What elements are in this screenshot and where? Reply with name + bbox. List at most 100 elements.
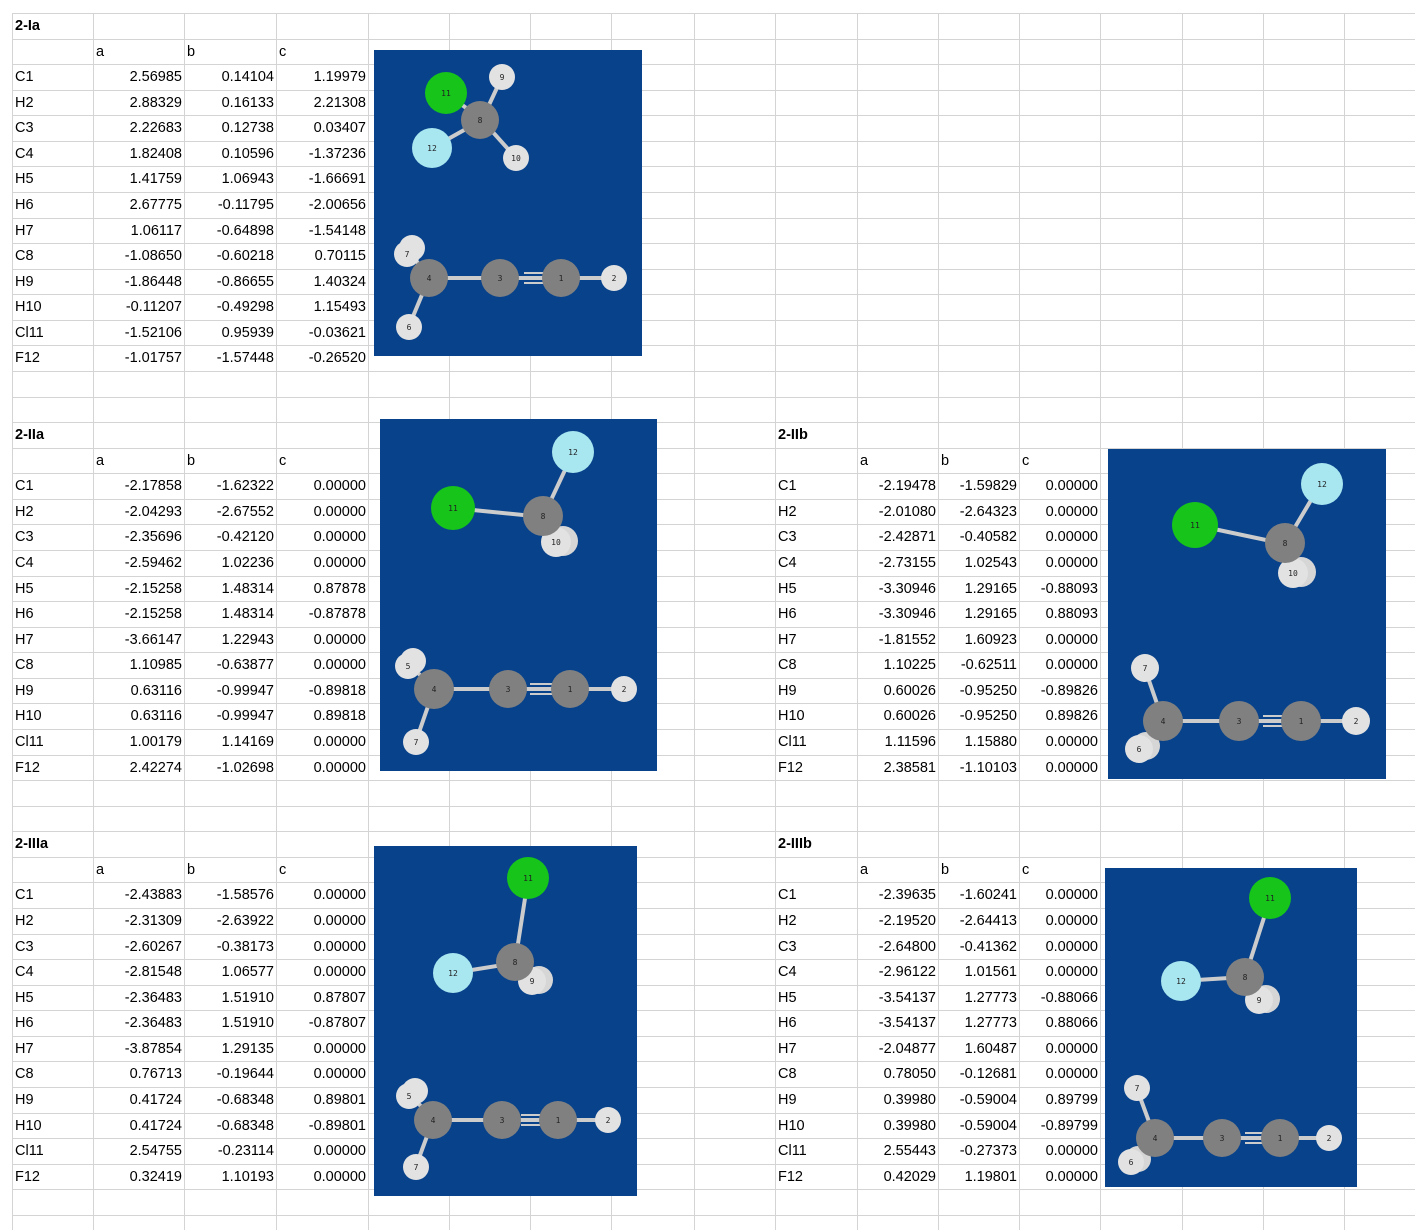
column-header[interactable]: c xyxy=(279,453,287,469)
coordinate-cell[interactable]: -0.42120 xyxy=(216,529,274,545)
coordinate-cell[interactable]: 1.01561 xyxy=(964,964,1017,980)
atom-label-cell[interactable]: Cl11 xyxy=(15,734,44,750)
coordinate-cell[interactable]: -1.52106 xyxy=(124,325,182,341)
coordinate-cell[interactable]: -0.27373 xyxy=(959,1143,1017,1159)
coordinate-cell[interactable]: 1.51910 xyxy=(221,1015,274,1031)
coordinate-cell[interactable]: -1.10103 xyxy=(959,760,1017,776)
coordinate-cell[interactable]: -2.04877 xyxy=(878,1041,936,1057)
coordinate-cell[interactable]: -2.73155 xyxy=(878,555,936,571)
column-header[interactable]: b xyxy=(941,862,950,878)
coordinate-cell[interactable]: -0.59004 xyxy=(959,1092,1017,1108)
coordinate-cell[interactable]: 0.89799 xyxy=(1045,1092,1098,1108)
atom-label-cell[interactable]: F12 xyxy=(778,760,803,776)
atom-label-cell[interactable]: C3 xyxy=(778,939,797,955)
column-header[interactable]: a xyxy=(96,453,105,469)
coordinate-cell[interactable]: 0.00000 xyxy=(313,478,366,494)
coordinate-cell[interactable]: 0.14104 xyxy=(221,69,274,85)
coordinate-cell[interactable]: 0.89826 xyxy=(1045,708,1098,724)
atom-label-cell[interactable]: F12 xyxy=(778,1169,803,1185)
coordinate-cell[interactable]: -0.68348 xyxy=(216,1118,274,1134)
block-title[interactable]: 2-IIIb xyxy=(778,836,812,852)
coordinate-cell[interactable]: 1.02236 xyxy=(221,555,274,571)
column-header[interactable]: c xyxy=(279,862,287,878)
coordinate-cell[interactable]: 0.00000 xyxy=(1045,913,1098,929)
coordinate-cell[interactable]: -2.15258 xyxy=(124,606,182,622)
coordinate-cell[interactable]: 2.42274 xyxy=(129,760,182,776)
coordinate-cell[interactable]: -2.42871 xyxy=(878,529,936,545)
coordinate-cell[interactable]: -1.01757 xyxy=(124,350,182,366)
coordinate-cell[interactable]: 1.27773 xyxy=(964,1015,1017,1031)
coordinate-cell[interactable]: -2.39635 xyxy=(878,887,936,903)
coordinate-cell[interactable]: 0.78050 xyxy=(883,1066,936,1082)
coordinate-cell[interactable]: -2.63922 xyxy=(216,913,274,929)
coordinate-cell[interactable]: -2.35696 xyxy=(124,529,182,545)
molecule-image-2-IIa[interactable]: 11 12 10 8 5 4 3 1 2 7 xyxy=(380,419,657,771)
block-title[interactable]: 2-Ia xyxy=(15,18,40,34)
atom-label-cell[interactable]: F12 xyxy=(15,760,40,776)
coordinate-cell[interactable]: -3.54137 xyxy=(878,1015,936,1031)
atom-label-cell[interactable]: C1 xyxy=(15,478,34,494)
coordinate-cell[interactable]: -0.62511 xyxy=(960,657,1017,673)
atom-label-cell[interactable]: H2 xyxy=(15,913,34,929)
coordinate-cell[interactable]: 0.00000 xyxy=(313,1169,366,1185)
atom-label-cell[interactable]: F12 xyxy=(15,350,40,366)
atom-label-cell[interactable]: C4 xyxy=(778,964,797,980)
column-header[interactable]: c xyxy=(1022,862,1030,878)
coordinate-cell[interactable]: 0.00000 xyxy=(313,529,366,545)
coordinate-cell[interactable]: -2.81548 xyxy=(124,964,182,980)
atom-label-cell[interactable]: C1 xyxy=(15,69,34,85)
coordinate-cell[interactable]: -3.30946 xyxy=(878,581,936,597)
coordinate-cell[interactable]: 0.00000 xyxy=(313,887,366,903)
atom-label-cell[interactable]: H5 xyxy=(15,581,34,597)
coordinate-cell[interactable]: -0.40582 xyxy=(959,529,1017,545)
atom-label-cell[interactable]: H2 xyxy=(778,504,797,520)
coordinate-cell[interactable]: -2.31309 xyxy=(124,913,182,929)
column-header[interactable]: a xyxy=(860,862,869,878)
coordinate-cell[interactable]: -0.38173 xyxy=(216,939,274,955)
coordinate-cell[interactable]: -2.43883 xyxy=(124,887,182,903)
coordinate-cell[interactable]: -0.68348 xyxy=(216,1092,274,1108)
coordinate-cell[interactable]: 0.12738 xyxy=(221,120,274,136)
coordinate-cell[interactable]: -0.89801 xyxy=(308,1118,366,1134)
column-header[interactable]: b xyxy=(187,44,196,60)
coordinate-cell[interactable]: 0.41724 xyxy=(129,1118,182,1134)
coordinate-cell[interactable]: -0.89826 xyxy=(1040,683,1098,699)
coordinate-cell[interactable]: -2.01080 xyxy=(878,504,936,520)
coordinate-cell[interactable]: 1.48314 xyxy=(221,581,274,597)
coordinate-cell[interactable]: 0.00000 xyxy=(313,1041,366,1057)
coordinate-cell[interactable]: 0.87807 xyxy=(313,990,366,1006)
coordinate-cell[interactable]: 2.67775 xyxy=(129,197,182,213)
atom-label-cell[interactable]: H5 xyxy=(15,171,34,187)
coordinate-cell[interactable]: 1.22943 xyxy=(221,632,274,648)
coordinate-cell[interactable]: 0.00000 xyxy=(1045,632,1098,648)
coordinate-cell[interactable]: -2.19478 xyxy=(878,478,936,494)
coordinate-cell[interactable]: -0.87807 xyxy=(308,1015,366,1031)
atom-label-cell[interactable]: C4 xyxy=(778,555,797,571)
molecule-image-2-IIIb[interactable]: 11 12 9 8 7 6 4 3 1 2 xyxy=(1105,868,1357,1187)
coordinate-cell[interactable]: -0.63877 xyxy=(216,657,274,673)
coordinate-cell[interactable]: 0.88066 xyxy=(1045,1015,1098,1031)
atom-label-cell[interactable]: H6 xyxy=(778,606,797,622)
coordinate-cell[interactable]: 1.82408 xyxy=(129,146,182,162)
atom-label-cell[interactable]: H7 xyxy=(778,632,797,648)
coordinate-cell[interactable]: 0.00000 xyxy=(1045,529,1098,545)
coordinate-cell[interactable]: -0.49298 xyxy=(216,299,274,315)
coordinate-cell[interactable]: 0.39980 xyxy=(883,1092,936,1108)
block-title[interactable]: 2-IIIa xyxy=(15,836,49,852)
coordinate-cell[interactable]: -0.12681 xyxy=(959,1066,1017,1082)
coordinate-cell[interactable]: 1.40324 xyxy=(313,274,366,290)
column-header[interactable]: b xyxy=(187,862,196,878)
coordinate-cell[interactable]: -1.62322 xyxy=(216,478,274,494)
coordinate-cell[interactable]: -0.64898 xyxy=(216,223,274,239)
coordinate-cell[interactable]: -2.04293 xyxy=(124,504,182,520)
atom-label-cell[interactable]: H5 xyxy=(15,990,34,1006)
coordinate-cell[interactable]: 0.00000 xyxy=(313,964,366,980)
atom-label-cell[interactable]: H7 xyxy=(15,1041,34,1057)
coordinate-cell[interactable]: 0.87878 xyxy=(313,581,366,597)
atom-label-cell[interactable]: H6 xyxy=(15,606,34,622)
atom-label-cell[interactable]: Cl11 xyxy=(15,1143,44,1159)
atom-label-cell[interactable]: H5 xyxy=(778,581,797,597)
column-header[interactable]: a xyxy=(860,453,869,469)
coordinate-cell[interactable]: 2.38581 xyxy=(883,760,936,776)
coordinate-cell[interactable]: 0.00000 xyxy=(313,657,366,673)
